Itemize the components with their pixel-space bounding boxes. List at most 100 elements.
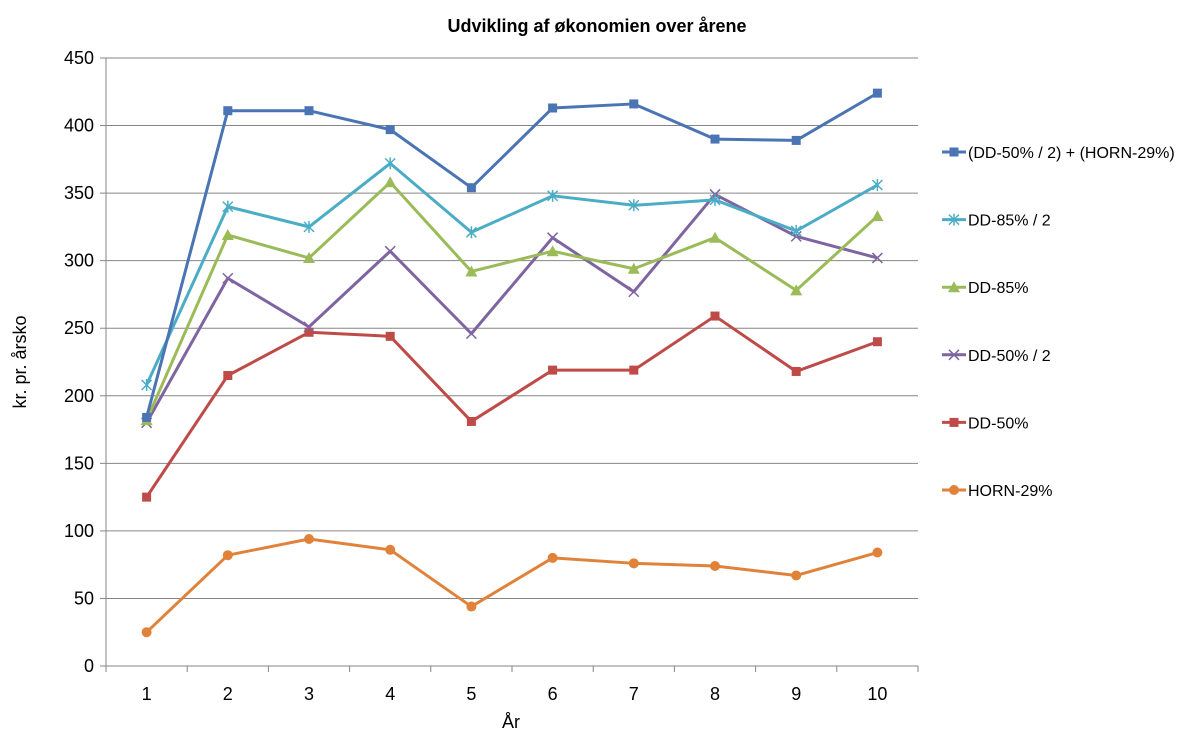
data-point	[629, 99, 639, 109]
x-tick-label: 10	[867, 684, 887, 704]
data-point	[949, 485, 959, 495]
data-point	[710, 134, 720, 144]
data-point	[628, 558, 639, 569]
data-point	[304, 327, 314, 337]
data-point	[948, 281, 960, 293]
data-point	[948, 349, 960, 361]
data-point	[871, 179, 883, 192]
x-axis-ticks: 1 2 3 4 5 6 7 8 9 10	[105, 666, 919, 704]
x-tick-label: 2	[223, 684, 233, 704]
legend-label: DD-50% / 2	[968, 348, 1051, 365]
data-point	[465, 226, 477, 239]
x-tick-label: 4	[385, 684, 395, 704]
data-point	[384, 245, 396, 257]
data-point	[385, 125, 395, 135]
legend-item: DD-50%	[942, 415, 1028, 432]
data-point	[628, 199, 640, 212]
series-line	[145, 91, 879, 418]
legend-label: DD-50%	[968, 415, 1028, 432]
series-line	[145, 161, 879, 386]
data-point	[547, 552, 558, 563]
data-point	[872, 88, 882, 98]
data-point	[384, 157, 396, 170]
data-point	[871, 210, 884, 222]
data-point	[141, 627, 152, 638]
data-point	[709, 231, 721, 243]
y-tick-label: 450	[64, 48, 94, 68]
data-point	[871, 252, 883, 264]
legend-item: (DD-50% / 2) + (HORN-29%)	[942, 145, 1175, 162]
data-point	[465, 265, 478, 277]
data-point	[628, 286, 640, 298]
data-point	[547, 189, 559, 202]
data-point	[303, 251, 315, 263]
series	[142, 311, 882, 502]
legend-item: DD-85%	[942, 280, 1028, 297]
x-tick-label: 8	[710, 684, 720, 704]
data-point	[791, 570, 802, 581]
data-point	[548, 365, 558, 375]
legend: (DD-50% / 2) + (HORN-29%) DD-85% / 2 DD-85…	[942, 145, 1175, 500]
data-point	[223, 371, 233, 381]
data-point	[222, 272, 234, 284]
y-tick-label: 150	[64, 453, 94, 473]
x-tick-label: 7	[629, 684, 639, 704]
x-tick-label: 5	[466, 684, 476, 704]
x-tick-label: 3	[304, 684, 314, 704]
x-tick-label: 6	[548, 684, 558, 704]
data-point	[141, 378, 153, 391]
data-point	[949, 417, 959, 427]
data-point	[872, 337, 882, 347]
data-point	[790, 284, 803, 296]
data-point	[548, 103, 558, 113]
data-point	[547, 232, 559, 244]
y-tick-label: 200	[64, 386, 94, 406]
legend-label: HORN-29%	[968, 483, 1052, 500]
y-tick-label: 100	[64, 521, 94, 541]
x-axis-label: År	[502, 712, 520, 732]
series-line	[145, 192, 878, 424]
data-point	[791, 135, 801, 145]
series-line	[145, 180, 879, 421]
data-point	[627, 262, 640, 274]
data-point	[466, 601, 477, 612]
chart-title: Udvikling af økonomien over årene	[447, 16, 746, 36]
y-axis-label: kr. pr. årsko	[10, 315, 30, 408]
series	[142, 88, 882, 422]
legend-label: DD-85%	[968, 280, 1028, 297]
series-line	[145, 537, 878, 634]
data-point	[385, 331, 395, 341]
data-point	[304, 533, 314, 544]
data-point	[303, 321, 315, 333]
x-tick-label: 1	[142, 684, 152, 704]
series	[140, 176, 884, 426]
series-line	[145, 314, 878, 498]
data-point	[142, 412, 152, 422]
series	[141, 188, 883, 429]
data-point	[221, 228, 234, 240]
data-point	[710, 311, 720, 321]
y-tick-label: 350	[64, 183, 94, 203]
data-point	[222, 200, 234, 213]
data-point	[384, 176, 397, 188]
legend-label: DD-85% / 2	[968, 213, 1051, 230]
legend-item: DD-50% / 2	[942, 348, 1051, 365]
legend-item: DD-85% / 2	[942, 213, 1051, 230]
data-point	[304, 106, 314, 116]
y-tick-label: 300	[64, 251, 94, 271]
series-group	[140, 88, 884, 638]
data-point	[222, 550, 233, 561]
data-point	[790, 224, 802, 237]
data-point	[629, 365, 639, 375]
legend-label: (DD-50% / 2) + (HORN-29%)	[968, 145, 1175, 162]
data-point	[949, 147, 959, 157]
data-point	[710, 561, 720, 572]
data-point	[466, 416, 476, 426]
y-tick-label: 400	[64, 116, 94, 136]
data-point	[223, 106, 233, 116]
data-point	[872, 547, 883, 558]
data-point	[948, 213, 960, 226]
data-point	[303, 220, 315, 233]
data-point	[791, 366, 801, 376]
series	[141, 533, 883, 638]
